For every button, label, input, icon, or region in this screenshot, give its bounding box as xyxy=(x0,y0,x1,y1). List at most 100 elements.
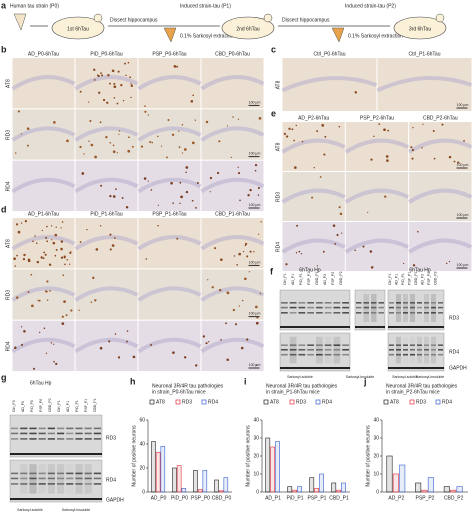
blot-band xyxy=(438,302,443,304)
blot-footer: Sarkosyl-insoluble xyxy=(346,375,374,379)
tissue-layer xyxy=(408,138,473,154)
stain-dot xyxy=(109,141,112,144)
stain-dot xyxy=(230,156,233,159)
stain-dot xyxy=(89,119,92,123)
legend-label: RD4 xyxy=(442,399,452,405)
stain-dot xyxy=(253,251,255,253)
blot-band xyxy=(307,344,314,346)
blot-smear xyxy=(57,464,65,494)
scale-bar-label: 100 μm xyxy=(249,100,261,104)
stain-dot xyxy=(369,250,373,253)
column-title: PSP_P1-6hTau xyxy=(152,211,186,217)
stain-dot xyxy=(113,237,116,239)
stain-dot xyxy=(46,225,48,228)
stain-dot xyxy=(116,152,119,154)
blot-band xyxy=(57,438,65,440)
tissue-layer xyxy=(200,75,265,91)
tissue-layer xyxy=(200,286,265,302)
stain-dot xyxy=(202,335,206,338)
gapdh-band xyxy=(388,367,444,369)
y-tick-label: 0 xyxy=(256,489,259,495)
stain-dot xyxy=(143,177,147,180)
column-title: CBD_P0-6hTau xyxy=(215,51,250,57)
bar xyxy=(336,489,342,493)
stain-dot xyxy=(190,99,194,103)
mouse-ear xyxy=(263,13,273,23)
blot-band xyxy=(389,302,394,304)
bar xyxy=(297,486,302,493)
stain-dot xyxy=(105,135,108,139)
blot-band xyxy=(371,302,377,304)
stain-dot xyxy=(463,139,465,142)
stain-dot xyxy=(43,327,46,329)
stain-dot xyxy=(45,352,48,354)
stain-dot xyxy=(178,130,180,132)
lane-label: PSP_P2 xyxy=(427,272,431,285)
blot-smear xyxy=(333,336,341,364)
mouse-label: 2nd 6hTau xyxy=(236,26,260,32)
blot-band xyxy=(396,312,401,314)
blot-band xyxy=(316,348,323,351)
lane-label: CBD_P2 xyxy=(433,271,437,285)
tissue-layer xyxy=(11,75,76,91)
stain-dot xyxy=(79,90,82,93)
stain-dot xyxy=(111,244,115,247)
blot-band xyxy=(324,348,332,351)
legend-label: AT8 xyxy=(390,399,399,405)
stain-dot xyxy=(41,229,44,232)
mouse-icon xyxy=(393,16,447,40)
stain-dot xyxy=(61,315,64,318)
blot-band xyxy=(75,483,83,485)
stain-dot xyxy=(249,250,252,253)
stain-dot xyxy=(211,286,214,289)
stain-dot xyxy=(316,130,319,133)
stain-dot xyxy=(226,358,229,362)
stain-dot xyxy=(321,124,325,127)
blot xyxy=(387,289,445,331)
stain-dot xyxy=(27,291,30,293)
legend-label: RD4 xyxy=(322,399,332,405)
blot-band xyxy=(66,438,74,440)
stain-dot xyxy=(17,110,21,113)
stain-dot xyxy=(35,242,38,244)
blot-band xyxy=(438,348,443,351)
stain-dot xyxy=(411,148,415,152)
stain-dot xyxy=(254,305,258,309)
stain-dot xyxy=(60,240,64,243)
stain-dot xyxy=(422,123,424,125)
blot-band xyxy=(324,344,332,346)
stain-dot xyxy=(116,102,119,105)
lane-label: Ctrl_P1 xyxy=(388,273,392,285)
stain-dot xyxy=(90,301,93,303)
x-tick-label: PSP_P2 xyxy=(416,495,435,501)
stain-dot xyxy=(255,364,258,366)
gapdh-band xyxy=(280,326,350,328)
blot-band xyxy=(410,302,415,304)
blot-band xyxy=(307,353,314,356)
bar xyxy=(314,488,320,493)
blot-band xyxy=(84,432,92,435)
blot-band xyxy=(84,483,92,485)
stain-dot xyxy=(64,263,66,266)
stain-dot xyxy=(36,260,40,264)
blot-band xyxy=(47,483,55,485)
stain-dot xyxy=(111,69,115,73)
stain-dot xyxy=(68,263,71,265)
stain-dot xyxy=(94,155,97,159)
column-title: PSP_P0-6hTau xyxy=(152,51,186,57)
stain-dot xyxy=(120,84,123,87)
stain-dot xyxy=(421,147,423,149)
blot-band xyxy=(403,348,408,351)
legend-swatch xyxy=(149,399,155,405)
blot-band xyxy=(57,427,65,430)
blot-band xyxy=(417,302,422,304)
stain-dot xyxy=(32,240,34,243)
legend-label: RD4 xyxy=(208,399,218,405)
stain-dot xyxy=(52,241,56,245)
scale-bar-label: 100 μm xyxy=(249,203,261,207)
tissue-layer xyxy=(281,188,346,204)
blot-band xyxy=(11,438,19,440)
blot-smear xyxy=(431,294,436,322)
blot-band xyxy=(20,427,28,430)
bar xyxy=(214,479,219,493)
